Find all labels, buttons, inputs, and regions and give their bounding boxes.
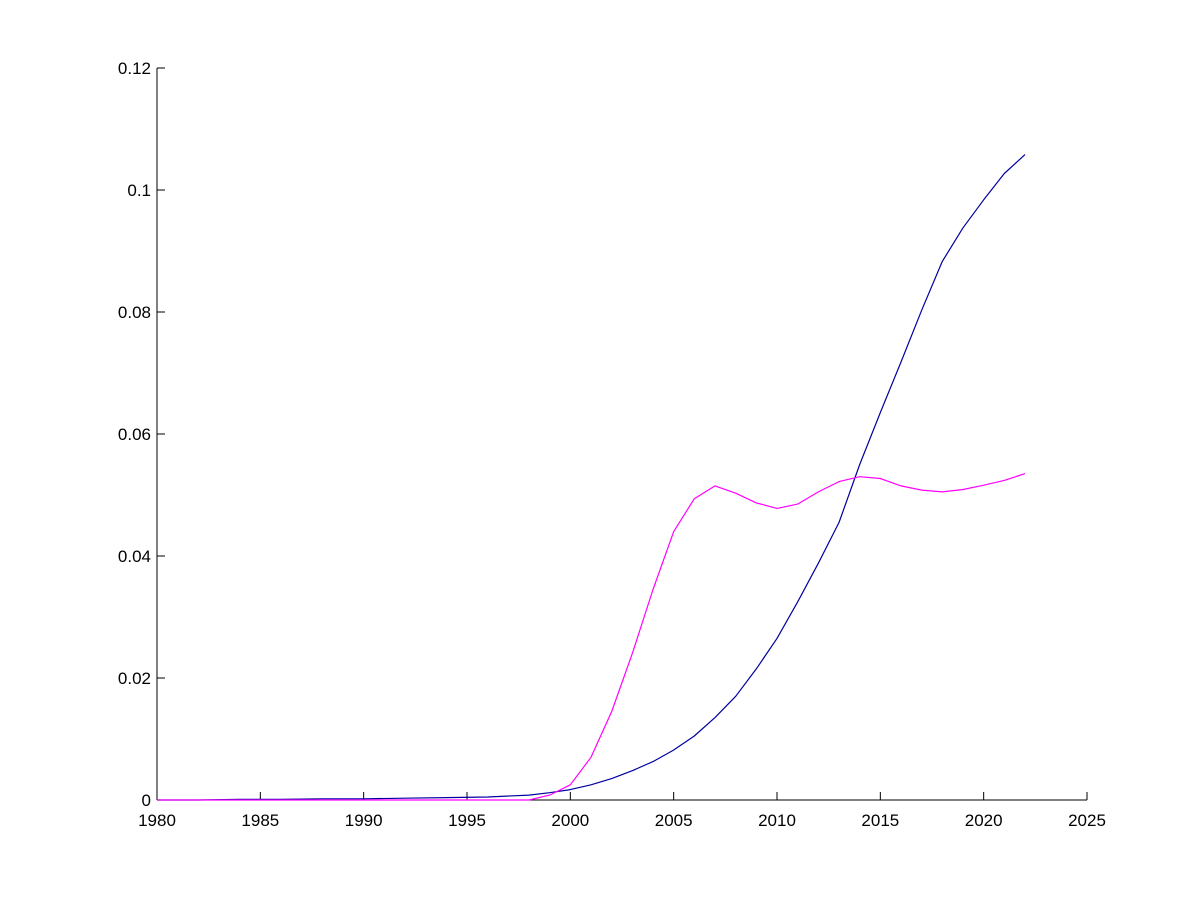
y-tick-label: 0.08: [118, 303, 151, 322]
axes: [156, 68, 1087, 801]
y-tick-label: 0.1: [127, 181, 151, 200]
series-line-2: [157, 473, 1026, 801]
x-tick-label: 1995: [448, 811, 486, 830]
x-tick-label: 2000: [551, 811, 589, 830]
y-tick-label: 0.12: [118, 59, 151, 78]
x-tick-label: 2025: [1068, 811, 1106, 830]
y-tick-label: 0.02: [118, 669, 151, 688]
y-tick-label: 0: [142, 791, 151, 810]
x-tick-label: 1985: [241, 811, 279, 830]
x-tick-label: 2015: [861, 811, 899, 830]
x-tick-label: 1980: [138, 811, 176, 830]
x-ticks: 1980 1985 1990 1995 2000 2005 2010 2015 2020 2025: [138, 792, 1106, 830]
x-tick-label: 2020: [965, 811, 1003, 830]
y-tick-label: 0.04: [118, 547, 151, 566]
x-tick-label: 1990: [345, 811, 383, 830]
y-ticks: 0 0.02 0.04 0.06 0.08 0.1 0.12: [118, 59, 165, 810]
y-tick-label: 0.06: [118, 425, 151, 444]
x-tick-label: 2010: [758, 811, 796, 830]
series-lines: [157, 154, 1026, 801]
x-tick-label: 2005: [655, 811, 693, 830]
series-line-1: [157, 154, 1026, 801]
